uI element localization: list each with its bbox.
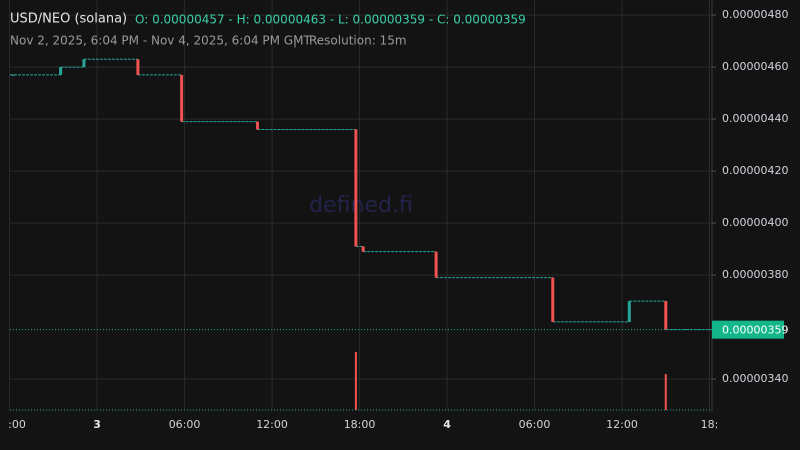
- current-price-label: 0.00000359: [722, 324, 788, 337]
- candle-body: [434, 251, 438, 278]
- candle-body: [354, 129, 358, 247]
- y-tick-label: 0.00000380: [722, 268, 788, 281]
- x-tick-label: 06:00: [169, 418, 201, 431]
- y-tick-label: 0.00000340: [722, 372, 788, 385]
- candle-body: [255, 121, 259, 130]
- x-tick-label: 12:00: [256, 418, 288, 431]
- grid: [9, 0, 712, 410]
- ohlc-summary: O: 0.00000457 - H: 0.00000463 - L: 0.000…: [135, 13, 526, 27]
- x-tick-label: 06:00: [519, 418, 551, 431]
- separator: |: [293, 34, 297, 48]
- x-tick-label: 18:: [701, 418, 719, 431]
- volume-bar: [664, 374, 667, 410]
- candle-body: [59, 67, 63, 75]
- marks: [10, 58, 712, 410]
- y-tick-label: 0.00000440: [722, 112, 788, 125]
- y-tick-label: 0.00000420: [722, 164, 788, 177]
- candle-body: [11, 74, 15, 76]
- candle-body: [551, 277, 555, 322]
- x-tick-label: 4: [443, 418, 451, 431]
- candle-body: [180, 74, 184, 122]
- candle-body: [627, 301, 631, 322]
- date-range: Nov 2, 2025, 6:04 PM - Nov 4, 2025, 6:04…: [10, 34, 311, 48]
- volume-bar: [354, 352, 357, 410]
- y-tick-label: 0.00000460: [722, 60, 788, 73]
- watermark: defined.fi: [309, 193, 413, 218]
- candle-body: [664, 301, 668, 330]
- resolution: Resolution: 15m: [309, 34, 407, 48]
- y-tick-label: 0.00000400: [722, 216, 788, 229]
- x-tick-label: 18:00: [344, 418, 376, 431]
- x-tick-label: 12:00: [606, 418, 638, 431]
- candle-body: [361, 246, 365, 252]
- y-tick-label: 0.00000480: [722, 8, 788, 21]
- candle-body: [82, 59, 86, 68]
- pair-title: USD/NEO (solana): [10, 12, 127, 27]
- candle-body: [136, 59, 140, 75]
- x-tick-label: 3: [93, 418, 101, 431]
- x-tick-label: :00: [8, 418, 26, 431]
- current-price-box: [712, 320, 784, 339]
